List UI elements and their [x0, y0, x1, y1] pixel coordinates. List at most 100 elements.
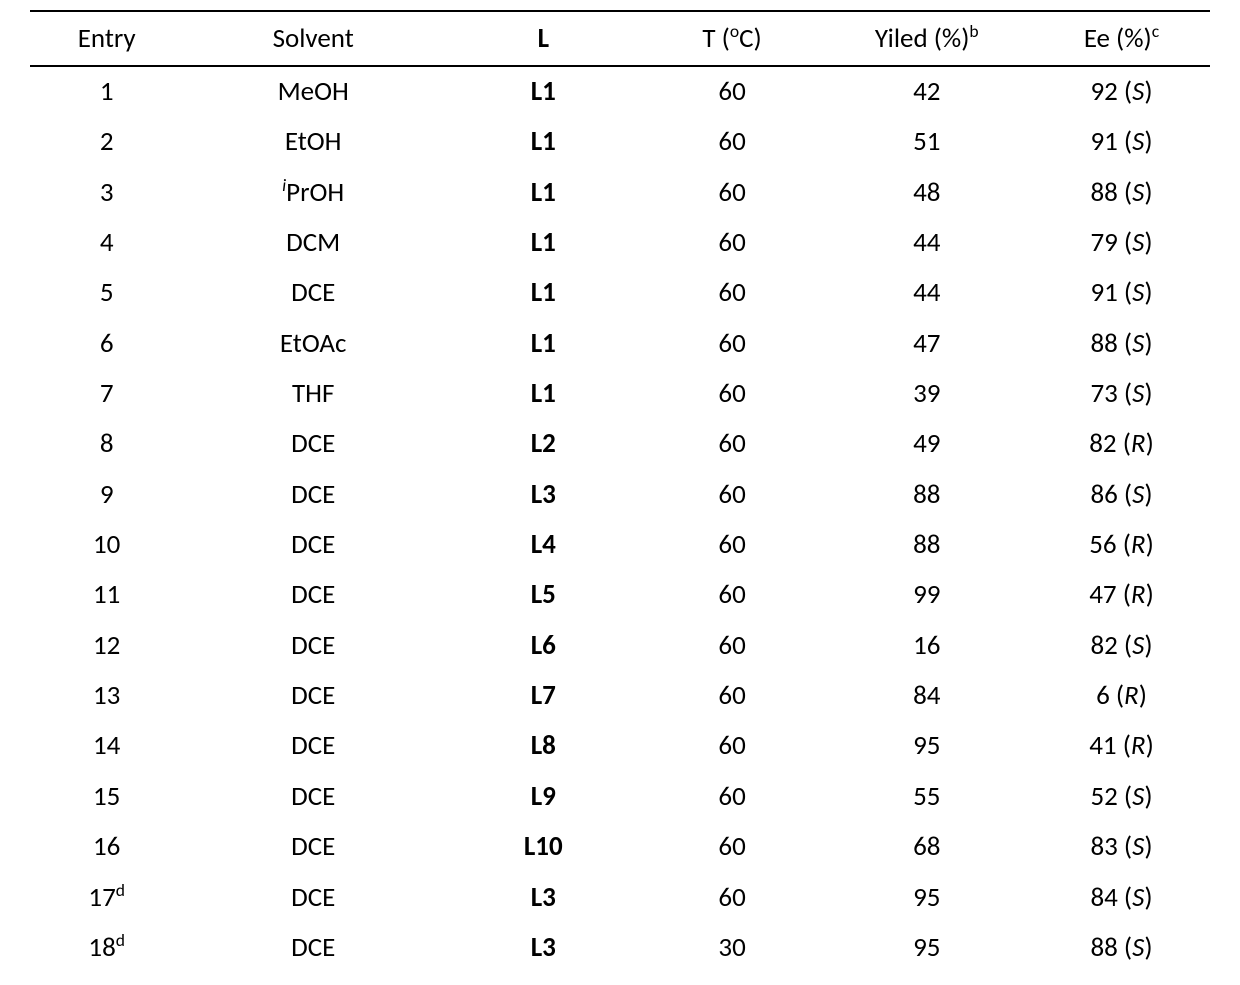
- ee-config: S: [1132, 881, 1144, 914]
- cell-yield: 99: [821, 570, 1033, 620]
- entry-number: 9: [100, 478, 114, 511]
- ee-value: 41: [1089, 729, 1116, 762]
- solvent-name: DCE: [291, 629, 335, 662]
- cell-solvent: iPrOH: [183, 168, 443, 218]
- entry-number: 8: [100, 427, 114, 460]
- ee-value: 56: [1089, 528, 1116, 561]
- cell-ligand: L2: [443, 419, 644, 469]
- cell-ee: 82 (R): [1033, 419, 1210, 469]
- cell-yield: 51: [821, 117, 1033, 167]
- cell-temperature: 60: [644, 873, 821, 923]
- cell-ligand: L1: [443, 319, 644, 369]
- cell-temperature: 60: [644, 772, 821, 822]
- ligand-code: L3: [531, 881, 556, 914]
- ee-value: 88: [1090, 176, 1117, 209]
- entry-number: 1: [100, 75, 114, 108]
- cell-ligand: L9: [443, 772, 644, 822]
- cell-ee: 56 (R): [1033, 520, 1210, 570]
- cell-temperature: 60: [644, 117, 821, 167]
- entry-number: 11: [93, 578, 120, 611]
- cell-yield: 84: [821, 671, 1033, 721]
- cell-ligand: L4: [443, 520, 644, 570]
- entry-number: 5: [100, 276, 114, 309]
- results-table: Entry Solvent L T (oC) Yiled (%)b Ee (%)…: [30, 10, 1210, 973]
- cell-entry: 12: [30, 621, 183, 671]
- cell-entry: 1: [30, 66, 183, 117]
- header-label-sup: b: [969, 20, 978, 42]
- cell-ee: 79 (S): [1033, 218, 1210, 268]
- entry-number: 4: [100, 226, 114, 259]
- ee-config: S: [1132, 176, 1144, 209]
- cell-ee: 52 (S): [1033, 772, 1210, 822]
- cell-entry: 18d: [30, 923, 183, 973]
- ee-value: 86: [1090, 478, 1117, 511]
- table-row: 16DCEL10606883 (S): [30, 822, 1210, 872]
- cell-ee: 83 (S): [1033, 822, 1210, 872]
- cell-entry: 9: [30, 470, 183, 520]
- ee-config: S: [1132, 125, 1144, 158]
- cell-ee: 6 (R): [1033, 671, 1210, 721]
- ee-config: R: [1124, 679, 1139, 712]
- cell-yield: 49: [821, 419, 1033, 469]
- ee-config: S: [1132, 629, 1144, 662]
- cell-ligand: L1: [443, 117, 644, 167]
- ee-value: 79: [1090, 226, 1117, 259]
- cell-entry: 3: [30, 168, 183, 218]
- ligand-code: L3: [531, 478, 556, 511]
- cell-solvent: MeOH: [183, 66, 443, 117]
- entry-number: 15: [93, 780, 120, 813]
- cell-entry: 11: [30, 570, 183, 620]
- ee-config: S: [1132, 931, 1144, 964]
- cell-yield: 95: [821, 873, 1033, 923]
- solvent-name: DCE: [291, 729, 335, 762]
- ee-config: S: [1132, 226, 1144, 259]
- cell-yield: 95: [821, 923, 1033, 973]
- header-label-sup: o: [730, 20, 739, 42]
- cell-entry: 15: [30, 772, 183, 822]
- table-row: 11DCEL5609947 (R): [30, 570, 1210, 620]
- ee-value: 88: [1090, 327, 1117, 360]
- ee-value: 47: [1089, 578, 1116, 611]
- cell-temperature: 60: [644, 319, 821, 369]
- header-label: Solvent: [273, 22, 354, 55]
- cell-ee: 73 (S): [1033, 369, 1210, 419]
- ee-config: S: [1132, 830, 1144, 863]
- col-header-yield: Yiled (%)b: [821, 11, 1033, 66]
- header-label-prefix: T (: [702, 22, 729, 55]
- cell-solvent: DCE: [183, 621, 443, 671]
- solvent-name: DCE: [291, 578, 335, 611]
- cell-ligand: L10: [443, 822, 644, 872]
- ligand-code: L1: [531, 125, 556, 158]
- solvent-name: DCE: [291, 478, 335, 511]
- ligand-code: L8: [531, 729, 556, 762]
- ee-config: R: [1131, 578, 1146, 611]
- cell-temperature: 60: [644, 671, 821, 721]
- cell-solvent: DCE: [183, 721, 443, 771]
- cell-ligand: L1: [443, 66, 644, 117]
- table-row: 13DCEL760846 (R): [30, 671, 1210, 721]
- cell-yield: 44: [821, 268, 1033, 318]
- cell-yield: 44: [821, 218, 1033, 268]
- cell-solvent: DCM: [183, 218, 443, 268]
- header-row: Entry Solvent L T (oC) Yiled (%)b Ee (%)…: [30, 11, 1210, 66]
- col-header-temp: T (oC): [644, 11, 821, 66]
- ee-config: S: [1132, 75, 1144, 108]
- cell-ligand: L3: [443, 923, 644, 973]
- ligand-code: L1: [531, 226, 556, 259]
- cell-yield: 16: [821, 621, 1033, 671]
- cell-ee: 84 (S): [1033, 873, 1210, 923]
- table-row: 18dDCEL3309588 (S): [30, 923, 1210, 973]
- col-header-ligand: L: [443, 11, 644, 66]
- ligand-code: L3: [531, 931, 556, 964]
- cell-solvent: DCE: [183, 671, 443, 721]
- cell-entry: 5: [30, 268, 183, 318]
- entry-number: 12: [93, 629, 120, 662]
- cell-ee: 47 (R): [1033, 570, 1210, 620]
- cell-yield: 42: [821, 66, 1033, 117]
- cell-solvent: DCE: [183, 470, 443, 520]
- solvent-name: THF: [292, 377, 334, 410]
- cell-ligand: L1: [443, 268, 644, 318]
- col-header-entry: Entry: [30, 11, 183, 66]
- solvent-name: DCE: [291, 679, 335, 712]
- cell-ee: 91 (S): [1033, 268, 1210, 318]
